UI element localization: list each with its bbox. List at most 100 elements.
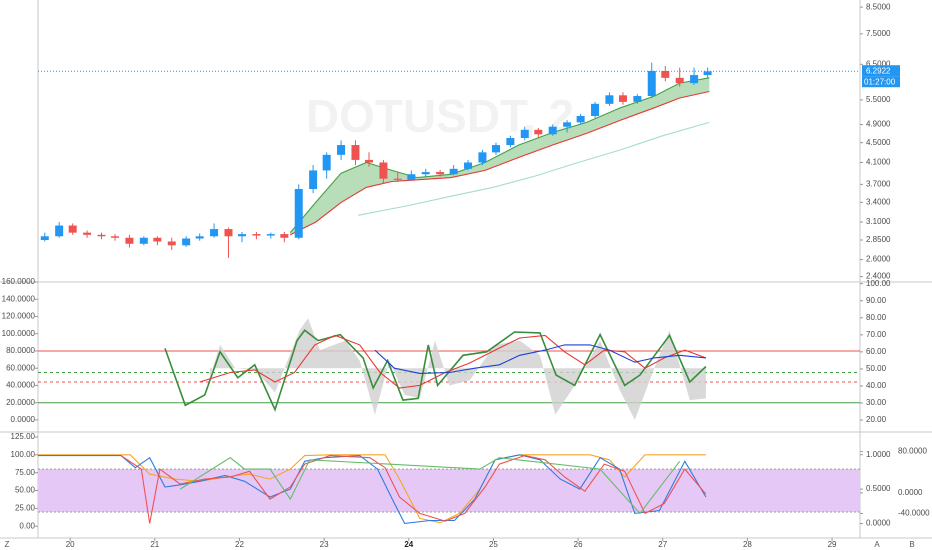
y-tick-label: 4.9000 [866,120,891,129]
candle-body [421,172,430,175]
x-tick-label: 26 [574,540,583,549]
y-tick-label: 20.0000 [6,398,35,407]
x-tick-label: 29 [828,540,837,549]
candle-body [167,241,176,246]
y-tick-label: 60.00 [866,347,887,356]
candle-body [436,172,445,175]
candle-body [534,129,543,135]
x-tick-label: 28 [743,540,752,549]
candle-body [393,178,402,180]
y-tick-label: 7.5000 [866,29,891,38]
candle-body [379,162,388,179]
candle-body [182,238,191,246]
x-tick-label: 22 [235,540,244,549]
candle-body [337,145,346,155]
y-tick-label: 0.0000 [898,488,923,497]
toolbar-button[interactable]: Z [5,540,10,549]
watermark: DOTUSDT, 2 [306,90,574,142]
candle-body [491,145,500,153]
countdown: 01:27:00 [864,77,896,86]
indicator-line [164,329,707,412]
y-tick-label: 160.0000 [2,277,36,286]
candle-body [548,126,557,135]
x-tick-label: 27 [658,540,667,549]
candle-body [68,225,77,233]
candle-body [252,234,261,236]
candle-body [195,236,204,239]
indicator-line [199,334,707,389]
candle-body [97,234,106,237]
candle-body [266,234,275,236]
y-tick-label: 70.00 [866,330,887,339]
candle-body [280,234,289,238]
indicator-line [357,121,710,216]
indicator-line [374,344,706,374]
candle-body [224,229,233,237]
y-tick-label: 0.00 [19,521,35,530]
candle-body [647,70,656,97]
y-tick-label: 75.00 [15,468,36,477]
y-tick-label: 80.00 [866,313,887,322]
candle-body [591,103,600,116]
indicator-line [290,90,710,236]
candle-body [633,96,642,102]
y-tick-label: 40.0000 [6,381,35,390]
histogram-area [209,318,706,420]
price-label-box [862,65,900,77]
candle-body [478,152,487,163]
candle-body [618,95,627,102]
candle-body [563,122,572,127]
y-tick-label: 3.4000 [866,197,891,206]
y-tick-label: 1.0000 [866,450,891,459]
candle-body [506,137,515,146]
x-tick-label: 23 [320,540,329,549]
y-tick-label: 25.00 [15,503,36,512]
candle-body [153,237,162,242]
x-tick-label: 20 [66,540,75,549]
candle-body [520,129,529,138]
y-tick-label: 20.00 [866,415,887,424]
candle-body [449,168,458,175]
y-tick-label: 8.5000 [866,2,891,11]
candle-body [40,236,49,240]
candle-body [83,232,92,235]
y-tick-label: 0.0000 [11,415,36,424]
candle-body [139,237,148,244]
ma-band-fill [290,77,710,235]
y-tick-label: 120.0000 [2,312,36,321]
x-tick-label: 25 [489,540,498,549]
candle-body [661,70,670,78]
y-tick-label: -40.0000 [898,509,930,518]
candle-body [55,225,64,237]
candle-body [690,75,699,84]
indicator-line [120,455,707,524]
candle-body [294,189,303,238]
y-tick-label: 40.00 [866,381,887,390]
indicator-line [179,457,681,515]
y-tick-label: 2.6000 [866,255,891,264]
candle-body [675,77,684,84]
indicator-line [289,77,710,233]
candle-body [703,71,712,76]
candle-body [576,115,585,123]
y-tick-label: 100.0000 [2,329,36,338]
countdown-box [862,76,900,88]
y-tick-label: 100.00 [11,450,36,459]
y-tick-label: 0.5000 [866,484,891,493]
candle-body [125,237,134,244]
indicator-line [38,454,707,524]
candle-body [238,234,247,237]
y-tick-label: 50.00 [15,486,36,495]
toolbar-button[interactable]: A [874,540,880,549]
y-tick-label: 30.00 [866,398,887,407]
candle-body [309,170,318,190]
y-tick-label: 3.1000 [866,217,891,226]
y-tick-label: 50.00 [866,364,887,373]
candle-body [605,95,614,104]
y-tick-label: 80.0000 [898,447,927,456]
y-tick-label: 80.0000 [6,346,35,355]
candle-body [210,229,219,237]
y-tick-label: 2.8500 [866,235,891,244]
toolbar-button[interactable]: B [909,540,914,549]
